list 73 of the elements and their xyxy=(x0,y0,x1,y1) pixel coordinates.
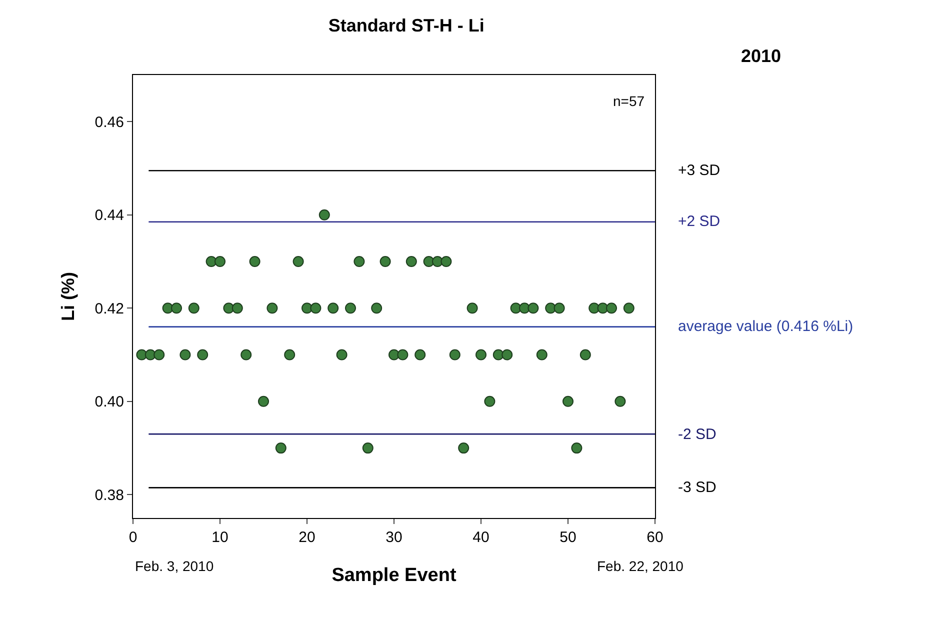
point xyxy=(371,302,382,314)
point xyxy=(292,256,304,268)
point xyxy=(354,256,365,268)
ref-line-label: -3 SD xyxy=(678,479,717,496)
y-tick-label: 0.42 xyxy=(94,300,124,318)
point xyxy=(440,256,452,268)
point xyxy=(571,442,582,454)
point xyxy=(180,349,191,360)
point xyxy=(258,396,269,407)
point xyxy=(406,256,417,268)
point xyxy=(432,256,443,268)
y-tick-label: 0.38 xyxy=(94,486,124,504)
point xyxy=(223,302,234,314)
point xyxy=(345,302,356,314)
x-axis-title: Sample Event xyxy=(332,564,457,586)
point xyxy=(580,349,591,360)
text: 2010 xyxy=(741,46,782,66)
point xyxy=(302,302,312,314)
point xyxy=(266,302,278,314)
y-tick-label: 0.44 xyxy=(94,207,124,224)
point xyxy=(614,396,626,407)
point xyxy=(214,256,226,268)
point xyxy=(484,396,496,407)
chart-title: Standard ST-H - Li xyxy=(328,15,484,36)
point xyxy=(275,442,286,454)
point xyxy=(502,349,513,360)
text: Feb. 22, 2010 xyxy=(597,558,684,574)
point xyxy=(171,302,182,314)
point xyxy=(328,302,339,314)
point xyxy=(545,302,556,314)
y-tick-label: 0.40 xyxy=(94,394,124,411)
point xyxy=(154,349,165,360)
point xyxy=(318,209,330,220)
ref-line-label: -2 SD xyxy=(678,426,717,443)
point xyxy=(397,349,408,360)
annotation: n=57 xyxy=(613,93,645,109)
point xyxy=(449,349,460,360)
point xyxy=(136,349,148,360)
point xyxy=(197,349,208,360)
point xyxy=(240,349,252,360)
point xyxy=(562,396,574,407)
point xyxy=(310,302,322,314)
x-tick-label: 10 xyxy=(212,529,228,546)
ref-line-label: +3 SD xyxy=(678,162,720,179)
point xyxy=(380,256,391,268)
x-tick-label: 30 xyxy=(386,529,402,546)
ref-line-label: average value (0.416 %Li) xyxy=(678,318,854,335)
point xyxy=(528,302,539,314)
point xyxy=(249,256,260,268)
point xyxy=(458,442,470,454)
point xyxy=(188,302,200,314)
point xyxy=(232,302,243,314)
x-tick-label: 40 xyxy=(472,529,490,546)
point xyxy=(284,349,296,360)
point xyxy=(588,302,600,314)
y-tick-label: 0.46 xyxy=(94,114,124,131)
x-tick-label: 60 xyxy=(646,529,664,546)
point xyxy=(336,349,348,360)
point xyxy=(623,302,634,314)
point xyxy=(414,349,426,360)
point xyxy=(476,349,486,360)
y-axis-title: Li (%) xyxy=(58,272,78,321)
point xyxy=(466,302,478,314)
point xyxy=(362,442,374,454)
x-tick-label: 0 xyxy=(128,529,138,546)
point xyxy=(536,349,548,360)
x-tick-label: 20 xyxy=(298,529,316,546)
text: Feb. 3, 2010 xyxy=(135,558,214,574)
point xyxy=(519,302,530,314)
point xyxy=(554,302,565,314)
x-tick-label: 50 xyxy=(560,529,576,546)
point xyxy=(606,302,617,314)
ref-line-label: +2 SD xyxy=(678,213,720,230)
